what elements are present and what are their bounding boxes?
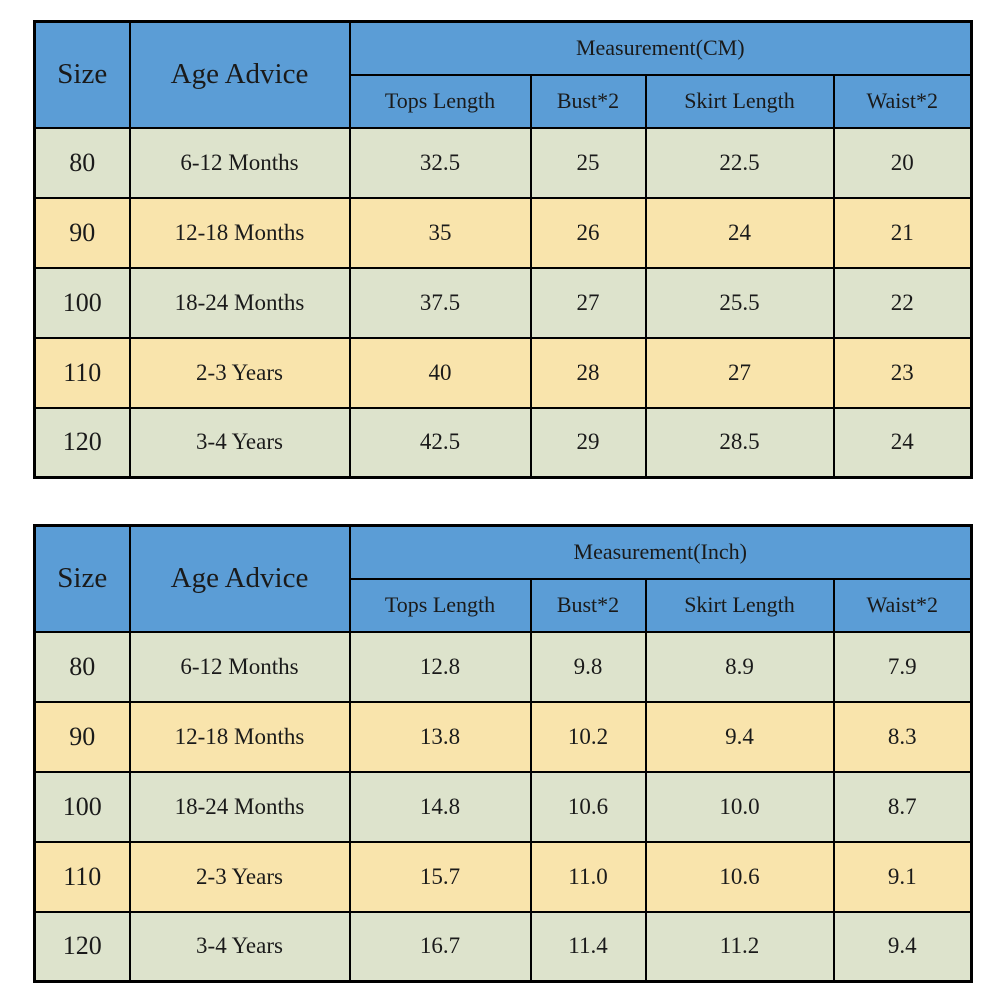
skirt-length-header: Skirt Length [644, 577, 835, 633]
value-cell: 8.3 [832, 700, 973, 773]
size-table-inch: Size Age Advice Measurement(Inch) Tops L… [33, 524, 974, 983]
value-cell: 16.7 [348, 910, 532, 983]
value-cell: 15.7 [348, 840, 532, 913]
size-cell: 120 [33, 406, 131, 479]
value-cell: 9.8 [529, 630, 647, 703]
age-cell: 18-24 Months [128, 266, 351, 339]
value-cell: 35 [348, 196, 532, 269]
age-cell: 12-18 Months [128, 700, 351, 773]
size-column-header: Size [33, 20, 131, 129]
value-cell: 11.4 [529, 910, 647, 983]
skirt-length-header: Skirt Length [644, 73, 835, 129]
value-cell: 10.6 [529, 770, 647, 843]
age-cell: 6-12 Months [128, 126, 351, 199]
header-row-main: Size Age Advice Measurement(Inch) [33, 524, 973, 633]
value-cell: 11.0 [529, 840, 647, 913]
value-cell: 9.4 [644, 700, 835, 773]
value-cell: 8.9 [644, 630, 835, 703]
value-cell: 14.8 [348, 770, 532, 843]
value-cell: 32.5 [348, 126, 532, 199]
size-cell: 120 [33, 910, 131, 983]
table-row: 120 3-4 Years 16.7 11.4 11.2 9.4 [33, 910, 973, 983]
header-row-sub: Tops Length Bust*2 Skirt Length Waist*2 [35, 73, 973, 129]
size-cell: 90 [33, 700, 131, 773]
size-cell: 100 [33, 266, 131, 339]
table-row: 110 2-3 Years 40 28 27 23 [33, 336, 973, 409]
size-cell: 80 [33, 126, 131, 199]
age-advice-column-header: Age Advice [128, 20, 351, 129]
measurement-cm-group-header: Measurement(CM) [348, 20, 973, 76]
value-cell: 13.8 [348, 700, 532, 773]
value-cell: 11.2 [644, 910, 835, 983]
age-cell: 2-3 Years [128, 840, 351, 913]
table-row: 90 12-18 Months 35 26 24 21 [33, 196, 973, 269]
value-cell: 22.5 [644, 126, 835, 199]
table-row: 110 2-3 Years 15.7 11.0 10.6 9.1 [33, 840, 973, 913]
value-cell: 22 [832, 266, 973, 339]
age-cell: 18-24 Months [128, 770, 351, 843]
age-cell: 6-12 Months [128, 630, 351, 703]
value-cell: 25 [529, 126, 647, 199]
table-row: 100 18-24 Months 37.5 27 25.5 22 [33, 266, 973, 339]
size-table-cm: Size Age Advice Measurement(CM) Tops Len… [33, 20, 973, 479]
size-cell: 110 [33, 336, 131, 409]
table-row: 100 18-24 Months 14.8 10.6 10.0 8.7 [33, 770, 973, 843]
value-cell: 28 [529, 336, 647, 409]
value-cell: 23 [832, 336, 973, 409]
value-cell: 21 [832, 196, 973, 269]
value-cell: 40 [348, 336, 532, 409]
value-cell: 9.1 [832, 840, 973, 913]
value-cell: 12.8 [348, 630, 532, 703]
value-cell: 26 [529, 196, 647, 269]
value-cell: 9.4 [832, 910, 973, 983]
value-cell: 20 [832, 126, 973, 199]
size-cell: 90 [33, 196, 131, 269]
waist-header: Waist*2 [832, 73, 973, 129]
waist-header: Waist*2 [832, 577, 973, 633]
value-cell: 29 [529, 406, 647, 479]
value-cell: 28.5 [644, 406, 835, 479]
table-row: 120 3-4 Years 42.5 29 28.5 24 [33, 406, 973, 479]
header-row-main: Size Age Advice Measurement(CM) [33, 20, 973, 129]
table-row: 80 6-12 Months 12.8 9.8 8.9 7.9 [33, 630, 973, 703]
table-row: 90 12-18 Months 13.8 10.2 9.4 8.3 [33, 700, 973, 773]
bust-header: Bust*2 [529, 73, 647, 129]
age-cell: 2-3 Years [128, 336, 351, 409]
header-row-sub: Tops Length Bust*2 Skirt Length Waist*2 [35, 577, 973, 633]
value-cell: 42.5 [348, 406, 532, 479]
value-cell: 27 [644, 336, 835, 409]
measurement-inch-group-header: Measurement(Inch) [348, 524, 973, 580]
size-cell: 80 [33, 630, 131, 703]
value-cell: 7.9 [832, 630, 973, 703]
value-cell: 10.6 [644, 840, 835, 913]
size-cell: 100 [33, 770, 131, 843]
value-cell: 24 [832, 406, 973, 479]
age-cell: 3-4 Years [128, 910, 351, 983]
age-cell: 12-18 Months [128, 196, 351, 269]
value-cell: 10.2 [529, 700, 647, 773]
tops-length-header: Tops Length [348, 73, 532, 129]
size-column-header: Size [33, 524, 131, 633]
value-cell: 27 [529, 266, 647, 339]
age-advice-column-header: Age Advice [128, 524, 351, 633]
value-cell: 37.5 [348, 266, 532, 339]
table-row: 80 6-12 Months 32.5 25 22.5 20 [33, 126, 973, 199]
value-cell: 25.5 [644, 266, 835, 339]
size-cell: 110 [33, 840, 131, 913]
value-cell: 24 [644, 196, 835, 269]
value-cell: 8.7 [832, 770, 973, 843]
tops-length-header: Tops Length [348, 577, 532, 633]
age-cell: 3-4 Years [128, 406, 351, 479]
value-cell: 10.0 [644, 770, 835, 843]
bust-header: Bust*2 [529, 577, 647, 633]
